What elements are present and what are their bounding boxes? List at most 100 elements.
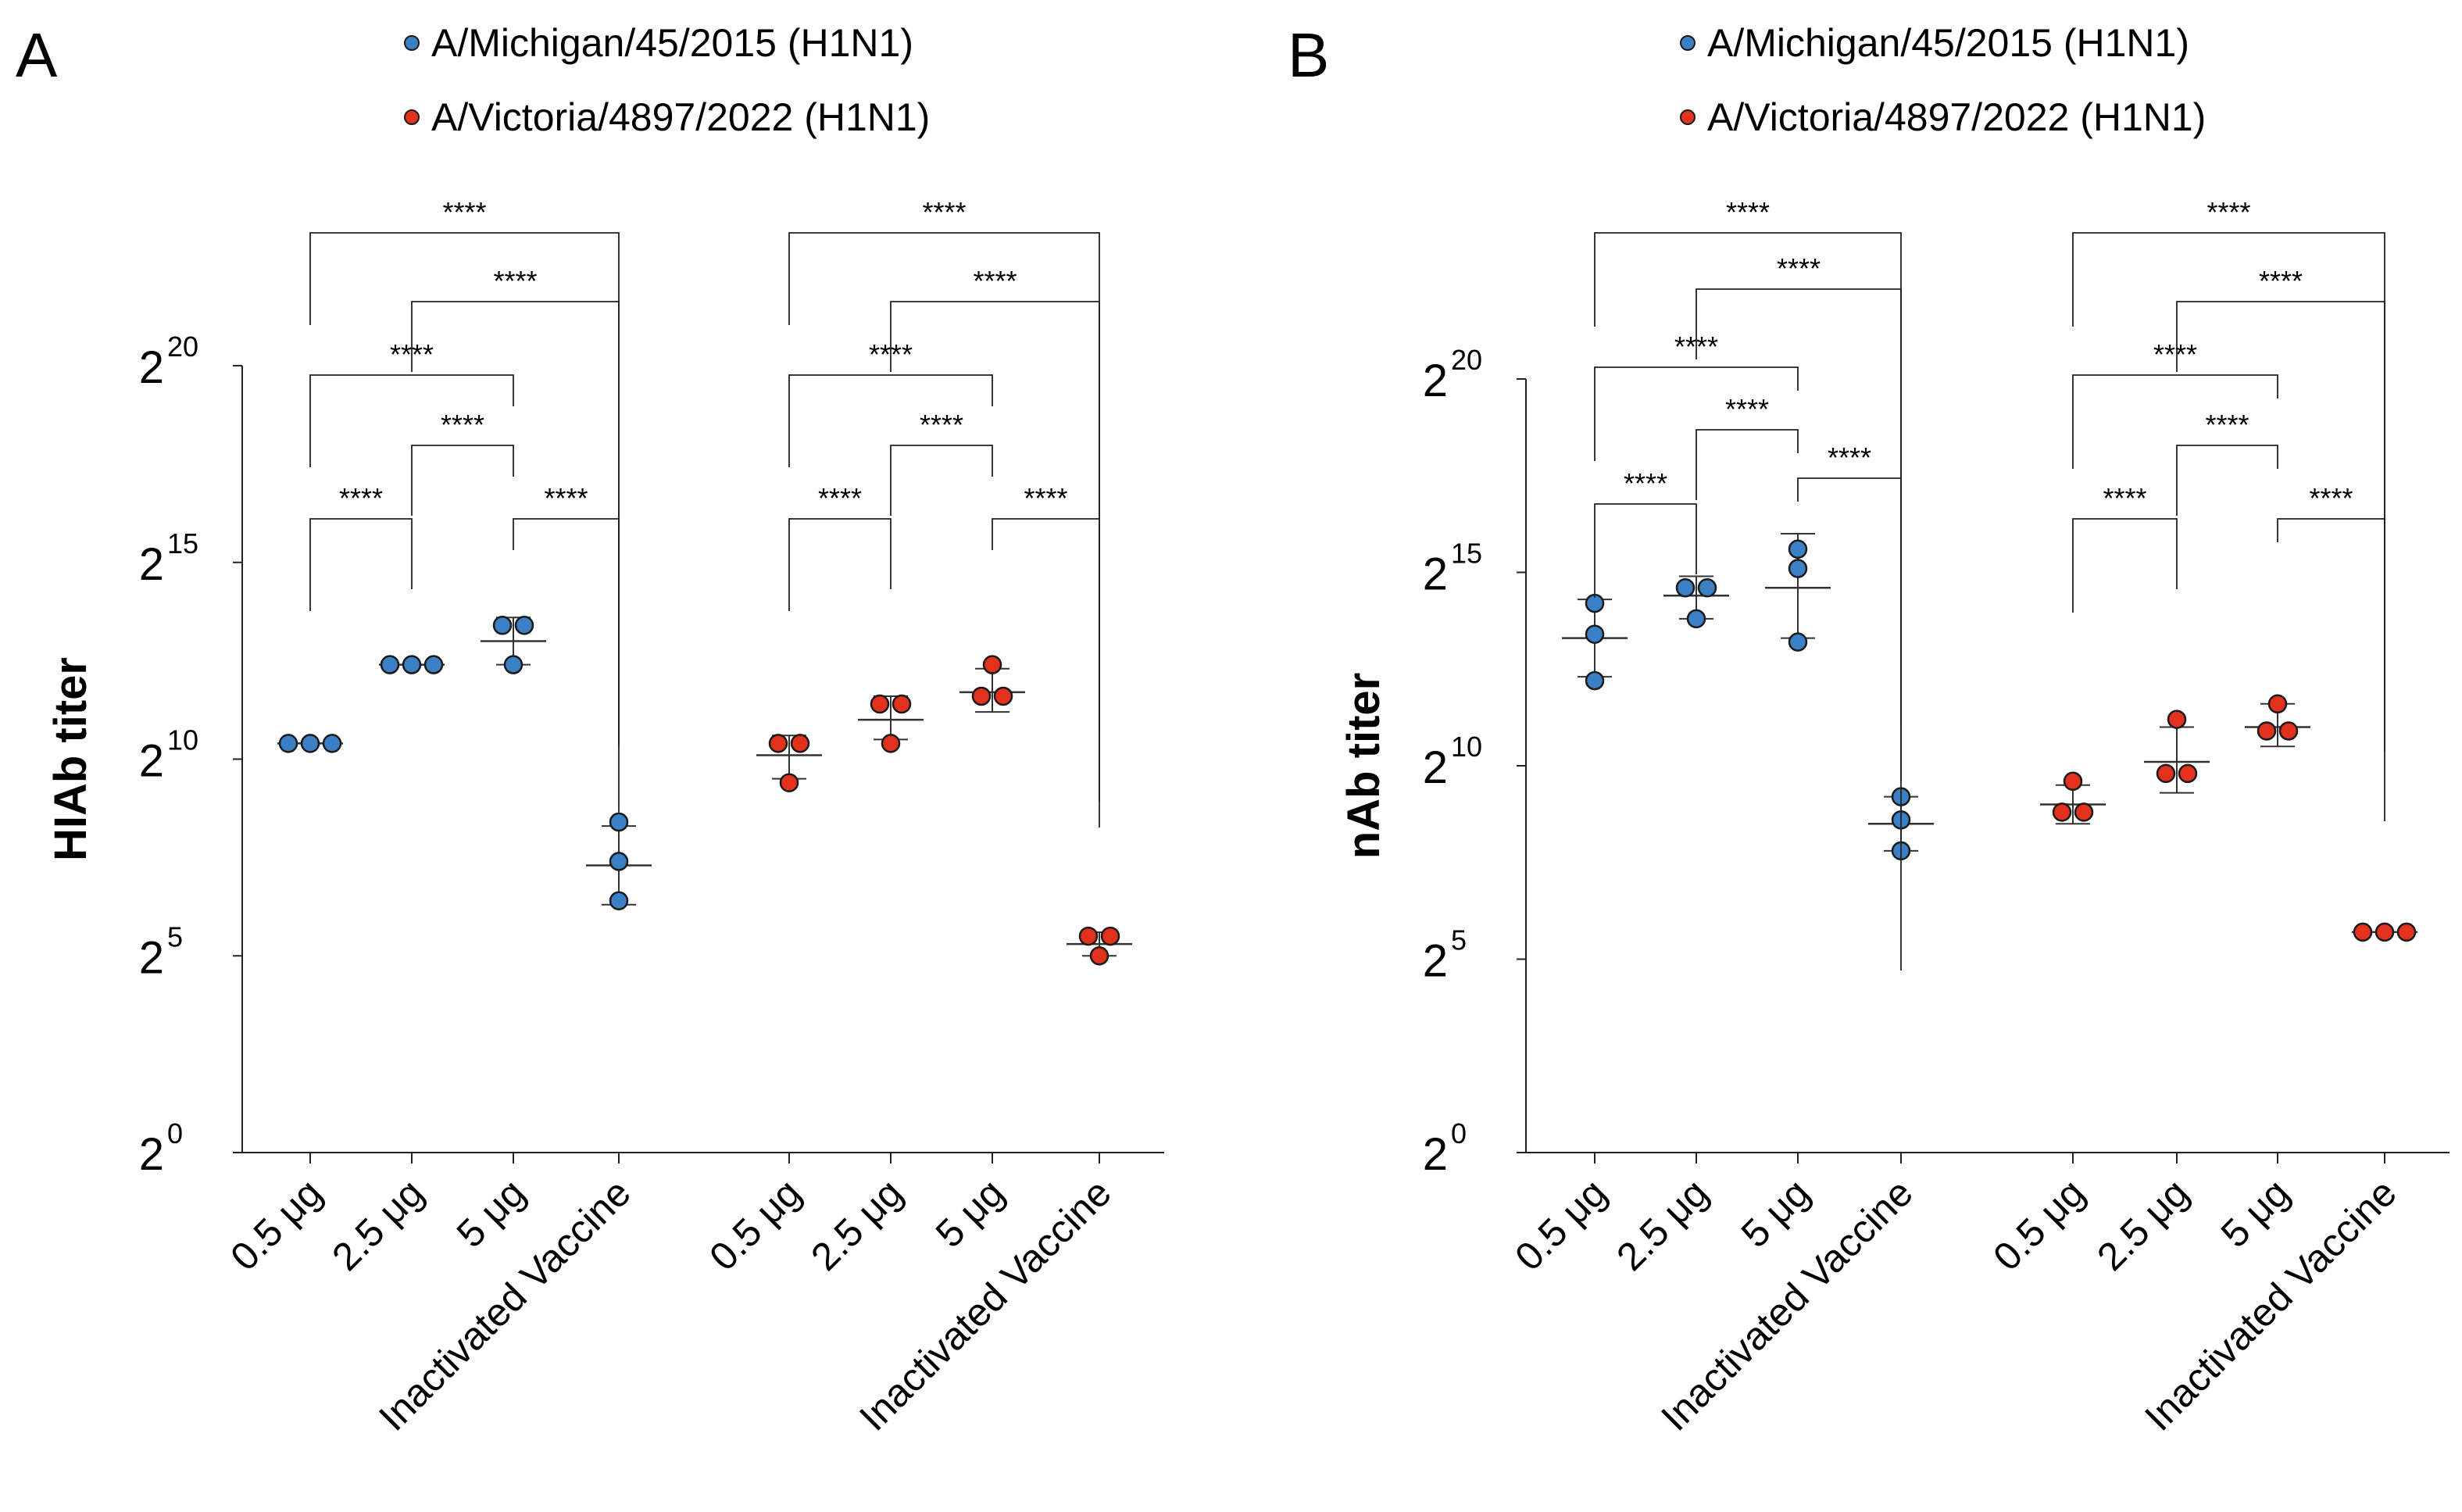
significance-stars: **** (1674, 331, 1718, 363)
significance-bracket (788, 374, 993, 467)
significance-stars: **** (339, 482, 383, 514)
y-tick-base: 2 (139, 1129, 164, 1180)
data-point (2267, 694, 2288, 714)
legend-label: A/Victoria/4897/2022 (H1N1) (431, 95, 930, 139)
data-point (1788, 559, 1808, 578)
significance-stars: **** (390, 338, 434, 370)
data-point (2052, 802, 2072, 822)
significance-stars: **** (1725, 393, 1769, 425)
significance-stars: **** (818, 482, 862, 514)
legend-label: A/Michigan/45/2015 (H1N1) (1707, 21, 2189, 65)
panel-letter: B (1288, 20, 1329, 90)
data-point (768, 734, 788, 753)
x-tick-label: 5 μg (1733, 1171, 1818, 1256)
data-point (790, 734, 810, 753)
data-point (982, 655, 1002, 674)
y-axis-label: nAb titer (1338, 673, 1389, 859)
y-tick-exponent: 10 (167, 724, 198, 756)
significance-stars: **** (1024, 482, 1067, 514)
data-point (1675, 578, 1696, 598)
data-point (2063, 771, 2083, 792)
significance-stars: **** (2103, 482, 2146, 514)
data-point (779, 773, 799, 792)
x-tick-label: 2.5 μg (1608, 1171, 1717, 1279)
significance-bracket (2176, 301, 2385, 821)
y-tick-base: 2 (139, 736, 164, 787)
significance-bracket (411, 445, 514, 516)
y-tick-exponent: 0 (1451, 1117, 1467, 1149)
significance-stars: **** (2309, 482, 2353, 514)
significance-stars: **** (869, 338, 913, 370)
data-point (993, 686, 1013, 706)
data-point (2156, 763, 2176, 784)
data-point (1686, 609, 1706, 629)
data-point (2353, 922, 2373, 942)
data-point (423, 655, 444, 674)
data-point (2074, 802, 2094, 822)
data-point (2396, 922, 2417, 942)
panel-letter: A (16, 20, 58, 90)
significance-bracket (788, 518, 892, 611)
significance-bracket (890, 301, 1100, 802)
significance-stars: **** (973, 265, 1017, 297)
data-point (609, 852, 629, 871)
data-point (892, 694, 912, 714)
significance-stars: **** (2205, 409, 2249, 441)
y-tick-exponent: 5 (1451, 924, 1467, 956)
x-tick-label: 0.5 μg (222, 1171, 331, 1279)
y-tick-exponent: 20 (167, 331, 198, 363)
significance-stars: **** (441, 409, 484, 441)
y-tick-base: 2 (1423, 1129, 1448, 1180)
legend-marker (1680, 35, 1696, 51)
data-point (278, 734, 298, 753)
x-tick-label: 0.5 μg (1506, 1171, 1615, 1279)
y-tick-base: 2 (1423, 356, 1448, 406)
x-tick-label: 2.5 μg (323, 1171, 432, 1279)
significance-bracket (890, 445, 993, 516)
x-tick-label: 2.5 μg (2089, 1171, 2197, 1279)
significance-stars: **** (1828, 441, 1871, 474)
data-point (1100, 926, 1120, 946)
data-point (300, 734, 320, 753)
legend-marker (404, 109, 420, 125)
significance-bracket (1696, 429, 1799, 500)
significance-bracket (411, 301, 620, 813)
significance-stars: **** (1777, 252, 1821, 284)
significance-stars: **** (1726, 196, 1770, 228)
x-tick-label: 2.5 μg (802, 1171, 911, 1279)
y-tick-exponent: 20 (1451, 344, 1482, 376)
y-tick-base: 2 (139, 539, 164, 590)
legend-label: A/Victoria/4897/2022 (H1N1) (1707, 95, 2206, 139)
data-point (971, 686, 992, 706)
y-tick-exponent: 10 (1451, 731, 1482, 763)
y-tick-base: 2 (1423, 742, 1448, 793)
significance-bracket (1594, 503, 1697, 598)
data-point (1585, 670, 1605, 691)
data-point (609, 891, 629, 911)
data-point (2257, 721, 2277, 741)
data-point (380, 655, 400, 674)
data-point (2167, 710, 2187, 729)
data-point (1089, 946, 1110, 966)
y-tick-exponent: 15 (167, 527, 198, 559)
y-tick-base: 2 (139, 932, 164, 983)
y-tick-exponent: 5 (167, 920, 183, 953)
x-tick-label: 5 μg (448, 1171, 534, 1256)
legend-label: A/Michigan/45/2015 (H1N1) (431, 21, 913, 65)
significance-stars: **** (922, 196, 966, 228)
data-point (1697, 578, 1717, 598)
significance-stars: **** (2207, 196, 2250, 228)
data-point (1788, 539, 1808, 559)
data-point (322, 734, 342, 753)
significance-bracket (309, 518, 413, 611)
y-tick-base: 2 (139, 342, 164, 393)
x-tick-label: 5 μg (2213, 1171, 2298, 1256)
significance-stars: **** (1624, 467, 1667, 499)
data-point (870, 694, 890, 714)
significance-bracket (2277, 518, 2385, 687)
x-tick-label: 5 μg (927, 1171, 1013, 1256)
data-point (2374, 922, 2395, 942)
significance-stars: **** (2153, 338, 2197, 370)
significance-stars: **** (442, 196, 486, 228)
y-axis-label: HIAb titer (45, 657, 96, 861)
